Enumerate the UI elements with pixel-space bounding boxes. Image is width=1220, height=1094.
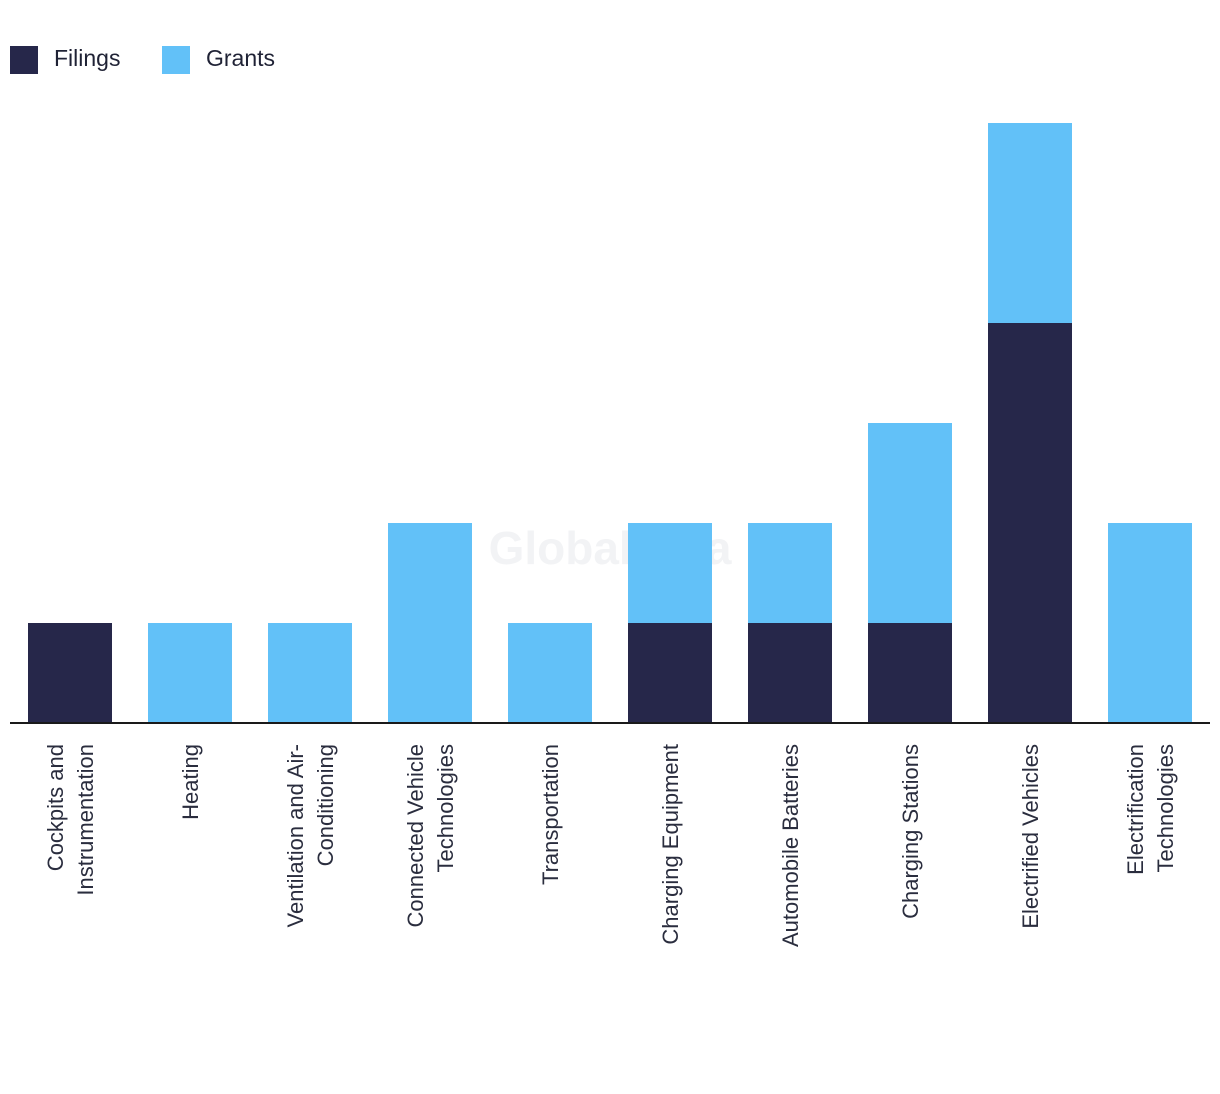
bar-filings-electrified-vehicles [988,323,1072,723]
tick-label-automobile-batteries: Automobile Batteries [778,744,803,947]
tick-label-line: Transportation [538,744,563,885]
tick-label-line: Charging Stations [898,744,923,919]
tick-label-line: Conditioning [313,744,338,866]
tick-label-line: Charging Equipment [658,744,683,945]
tick-label-line: Automobile Batteries [778,744,803,947]
bar-grants-transportation [508,623,592,723]
tick-label-line: Connected Vehicle [403,744,428,927]
tick-label-ventilation-and-air-conditioning: Ventilation and Air- Conditioning [283,744,338,927]
tick-label-cockpits-and-instrumentation: Cockpits and Instrumentation [43,744,98,896]
bar-filings-charging-stations [868,623,952,723]
tick-label-line: Ventilation and Air- [283,744,308,927]
legend-swatch-grants [162,46,190,74]
tick-label-line: Electrified Vehicles [1018,744,1043,929]
x-tick-labels: Cockpits and Instrumentation Heating Ventil… [43,744,1178,947]
tick-label-heating: Heating [178,744,203,820]
bar-grants-connected-vehicle-technologies [388,523,472,723]
bar-group [28,123,1192,723]
tick-label-electrification-technologies: Electrification Technologies [1123,744,1178,875]
tick-label-line: Instrumentation [73,744,98,896]
tick-label-line: Cockpits and [43,744,68,871]
bar-grants-electrified-vehicles [988,123,1072,323]
legend-item-filings: Filings [10,45,120,74]
legend-item-grants: Grants [162,45,275,74]
tick-label-line: Technologies [1153,744,1178,872]
bar-filings-cockpits-and-instrumentation [28,623,112,723]
tick-label-transportation: Transportation [538,744,563,885]
bar-grants-charging-stations [868,423,952,623]
tick-label-line: Technologies [433,744,458,872]
bar-grants-automobile-batteries [748,523,832,623]
legend-label-grants: Grants [206,45,275,71]
tick-label-line: Electrification [1123,744,1148,875]
legend: Filings Grants [10,45,275,74]
bar-grants-charging-equipment [628,523,712,623]
tick-label-charging-equipment: Charging Equipment [658,744,683,945]
bar-grants-heating [148,623,232,723]
bar-grants-ventilation-and-air-conditioning [268,623,352,723]
tick-label-electrified-vehicles: Electrified Vehicles [1018,744,1043,929]
tick-label-charging-stations: Charging Stations [898,744,923,919]
tick-label-connected-vehicle-technologies: Connected Vehicle Technologies [403,744,458,927]
legend-swatch-filings [10,46,38,74]
bar-filings-automobile-batteries [748,623,832,723]
tick-label-line: Heating [178,744,203,820]
legend-label-filings: Filings [54,45,120,71]
bar-grants-electrification-technologies [1108,523,1192,723]
bar-filings-charging-equipment [628,623,712,723]
